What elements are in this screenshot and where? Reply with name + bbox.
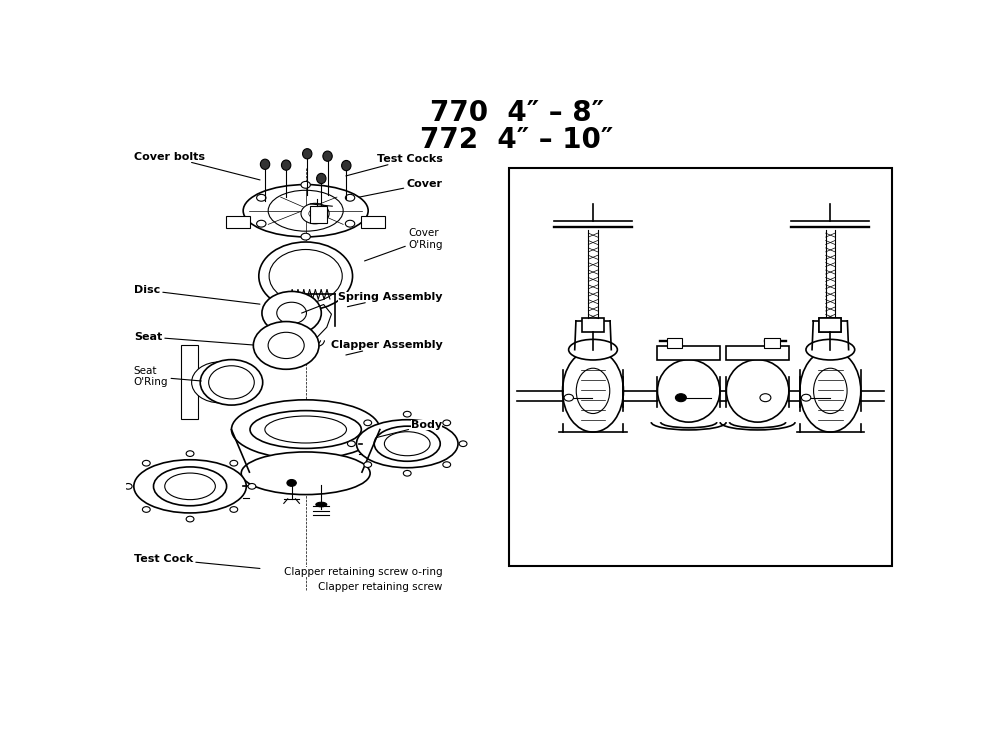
Bar [820, 318, 842, 331]
Ellipse shape [250, 410, 361, 449]
Circle shape [257, 220, 266, 227]
Ellipse shape [569, 339, 617, 360]
Ellipse shape [342, 160, 351, 170]
Bar [227, 216, 250, 228]
Bar [509, 168, 891, 566]
Ellipse shape [268, 190, 343, 231]
Circle shape [346, 194, 355, 201]
Text: Clapper retaining screw: Clapper retaining screw [318, 582, 443, 593]
Bar [657, 346, 720, 359]
Ellipse shape [317, 173, 326, 184]
Ellipse shape [384, 432, 430, 456]
Ellipse shape [260, 159, 270, 170]
Circle shape [253, 322, 319, 369]
Ellipse shape [562, 350, 624, 432]
Ellipse shape [577, 368, 610, 413]
Circle shape [364, 420, 372, 426]
Text: Seat
O'Ring: Seat O'Ring [134, 366, 202, 387]
Bar [180, 345, 198, 419]
Circle shape [675, 393, 686, 401]
Ellipse shape [357, 420, 458, 468]
Circle shape [186, 517, 194, 522]
Circle shape [403, 411, 411, 417]
Text: Clapper retaining screw o-ring: Clapper retaining screw o-ring [284, 567, 443, 576]
Circle shape [403, 470, 411, 476]
Circle shape [301, 204, 329, 224]
Circle shape [301, 233, 310, 240]
Circle shape [760, 393, 771, 401]
Circle shape [308, 209, 322, 218]
Circle shape [269, 249, 343, 303]
Text: Cover bolts: Cover bolts [134, 152, 260, 180]
Circle shape [287, 480, 296, 486]
Circle shape [230, 461, 238, 466]
Bar [309, 206, 327, 223]
Circle shape [348, 441, 355, 446]
Text: Test Cock: Test Cock [134, 554, 260, 568]
Circle shape [801, 394, 810, 401]
Ellipse shape [800, 350, 861, 432]
Circle shape [192, 362, 248, 403]
Circle shape [257, 194, 266, 201]
Ellipse shape [657, 359, 720, 422]
Circle shape [259, 242, 353, 310]
Text: Seat: Seat [134, 332, 256, 345]
Bar [727, 346, 789, 359]
Ellipse shape [302, 148, 311, 159]
Circle shape [443, 420, 451, 426]
Circle shape [186, 451, 194, 456]
Ellipse shape [241, 452, 370, 494]
Ellipse shape [316, 503, 327, 507]
Text: 772  4″ – 10″: 772 4″ – 10″ [420, 125, 613, 154]
Text: 770  4″ – 8″: 770 4″ – 8″ [429, 99, 604, 127]
Bar [820, 318, 842, 331]
Bar [666, 338, 682, 348]
Bar [764, 338, 780, 348]
Circle shape [230, 507, 238, 512]
Ellipse shape [813, 368, 847, 413]
Ellipse shape [323, 151, 333, 162]
Ellipse shape [727, 359, 789, 422]
Ellipse shape [232, 400, 380, 459]
Ellipse shape [281, 160, 291, 170]
Text: Cover: Cover [359, 179, 443, 197]
Text: Test Cocks: Test Cocks [346, 154, 443, 176]
Circle shape [142, 507, 150, 512]
Circle shape [268, 332, 304, 359]
Circle shape [262, 292, 322, 334]
Circle shape [248, 483, 256, 489]
Ellipse shape [153, 467, 227, 506]
Circle shape [301, 182, 310, 188]
Circle shape [209, 366, 254, 399]
Ellipse shape [243, 184, 368, 237]
Text: Spring Assembly: Spring Assembly [338, 292, 443, 307]
Text: Disc: Disc [134, 286, 260, 304]
Ellipse shape [265, 416, 347, 443]
Circle shape [564, 394, 574, 401]
Circle shape [201, 359, 263, 405]
Ellipse shape [806, 339, 855, 360]
Text: Cover
O'Ring: Cover O'Ring [365, 228, 443, 261]
Circle shape [460, 441, 467, 446]
Bar [362, 216, 385, 228]
Circle shape [277, 303, 306, 324]
Ellipse shape [134, 460, 246, 513]
Circle shape [443, 462, 451, 467]
Circle shape [364, 462, 372, 467]
Bar [582, 318, 604, 331]
Ellipse shape [374, 426, 440, 461]
Ellipse shape [164, 473, 216, 500]
Circle shape [124, 483, 132, 489]
Text: Clapper Assembly: Clapper Assembly [331, 340, 443, 355]
Circle shape [346, 220, 355, 227]
Circle shape [142, 461, 150, 466]
Text: Body: Body [377, 420, 443, 438]
